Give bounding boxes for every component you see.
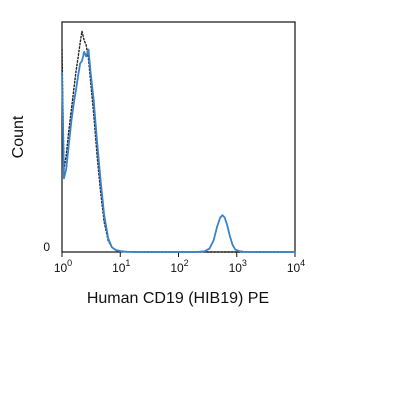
x-tick-label-exponent: 3: [242, 258, 247, 268]
series-layer: [61, 30, 296, 253]
x-tick-label-base: 10: [112, 261, 126, 275]
x-tick-label: 103: [229, 258, 247, 275]
x-tick-label: 101: [112, 258, 130, 275]
y-tick-label: 0: [43, 240, 50, 254]
x-tick-label: 102: [170, 258, 188, 275]
series-line-solid: [61, 48, 296, 253]
y-axis-ticks: 0: [43, 240, 50, 254]
x-tick-label-base: 10: [170, 261, 184, 275]
x-axis-ticks: 100 101 102 103 104: [54, 252, 305, 275]
x-tick-label-base: 10: [54, 261, 68, 275]
x-tick-label-exponent: 2: [184, 258, 189, 268]
x-tick-label-base: 10: [287, 261, 301, 275]
x-tick-label: 104: [287, 258, 305, 275]
x-tick-label: 100: [54, 258, 72, 275]
x-axis-label: Human CD19 (HIB19) PE: [87, 290, 269, 307]
x-tick-label-exponent: 0: [67, 258, 72, 268]
x-tick-label-exponent: 1: [125, 258, 130, 268]
y-axis-label: Count: [10, 115, 27, 158]
x-tick-label-base: 10: [229, 261, 243, 275]
x-tick-label-exponent: 4: [300, 258, 305, 268]
